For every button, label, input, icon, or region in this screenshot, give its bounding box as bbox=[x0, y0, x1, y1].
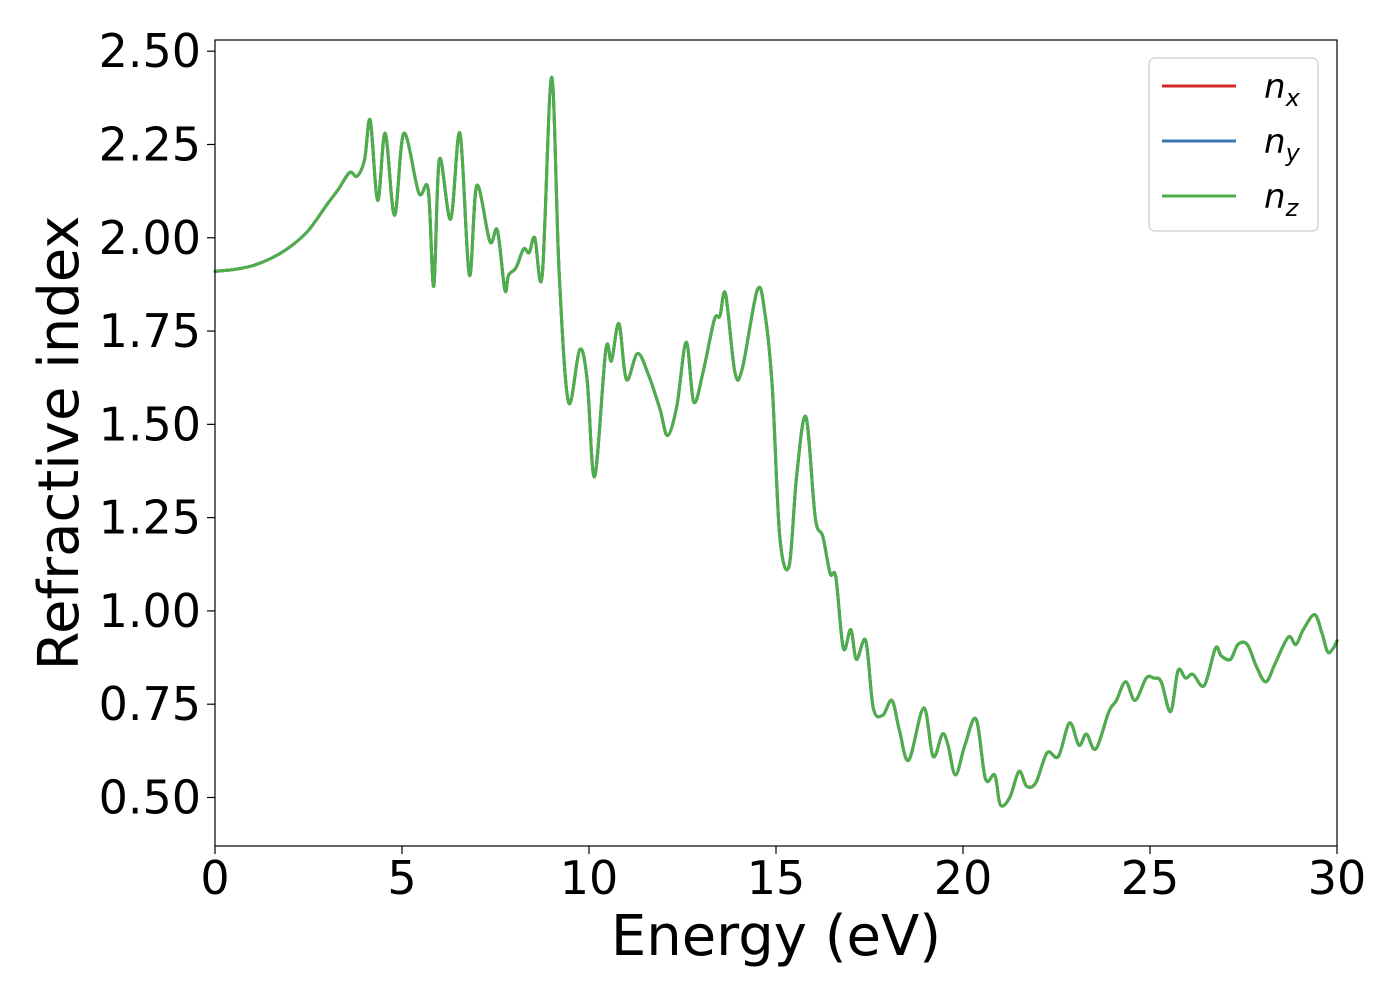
legend-label-n-z: nz bbox=[1264, 177, 1300, 222]
y-axis-label: Refractive index bbox=[27, 216, 92, 671]
x-axis-label: Energy (eV) bbox=[611, 904, 941, 969]
y-tick-label: 0.50 bbox=[99, 770, 201, 824]
y-tick-label: 2.00 bbox=[99, 211, 201, 265]
y-tick-label: 1.50 bbox=[99, 397, 201, 451]
x-tick-label: 10 bbox=[560, 851, 619, 905]
x-tick-label: 15 bbox=[747, 851, 806, 905]
x-axis-ticks: 0 5 10 15 20 25 30 bbox=[200, 846, 1366, 905]
y-axis-ticks: 0.50 0.75 1.00 1.25 1.50 1.75 2.00 2.25 2.50 bbox=[99, 24, 215, 824]
legend-box bbox=[1148, 57, 1319, 232]
y-tick-label: 2.25 bbox=[99, 117, 201, 171]
x-tick-label: 25 bbox=[1121, 851, 1180, 905]
y-tick-label: 2.50 bbox=[99, 24, 201, 78]
x-tick-label: 30 bbox=[1308, 851, 1367, 905]
y-tick-label: 1.75 bbox=[99, 304, 201, 358]
legend-label-n-y: ny bbox=[1264, 122, 1301, 167]
x-tick-label: 0 bbox=[200, 851, 229, 905]
x-tick-label: 20 bbox=[934, 851, 993, 905]
x-tick-label: 5 bbox=[387, 851, 416, 905]
y-tick-label: 1.00 bbox=[99, 584, 201, 638]
series-layer bbox=[213, 75, 1339, 808]
legend-label-n-x: nx bbox=[1264, 67, 1301, 112]
y-tick-label: 1.25 bbox=[99, 491, 201, 545]
series-line-n-z bbox=[213, 75, 1339, 808]
y-tick-label: 0.75 bbox=[99, 677, 201, 731]
legend: nx ny nz bbox=[1148, 57, 1319, 232]
